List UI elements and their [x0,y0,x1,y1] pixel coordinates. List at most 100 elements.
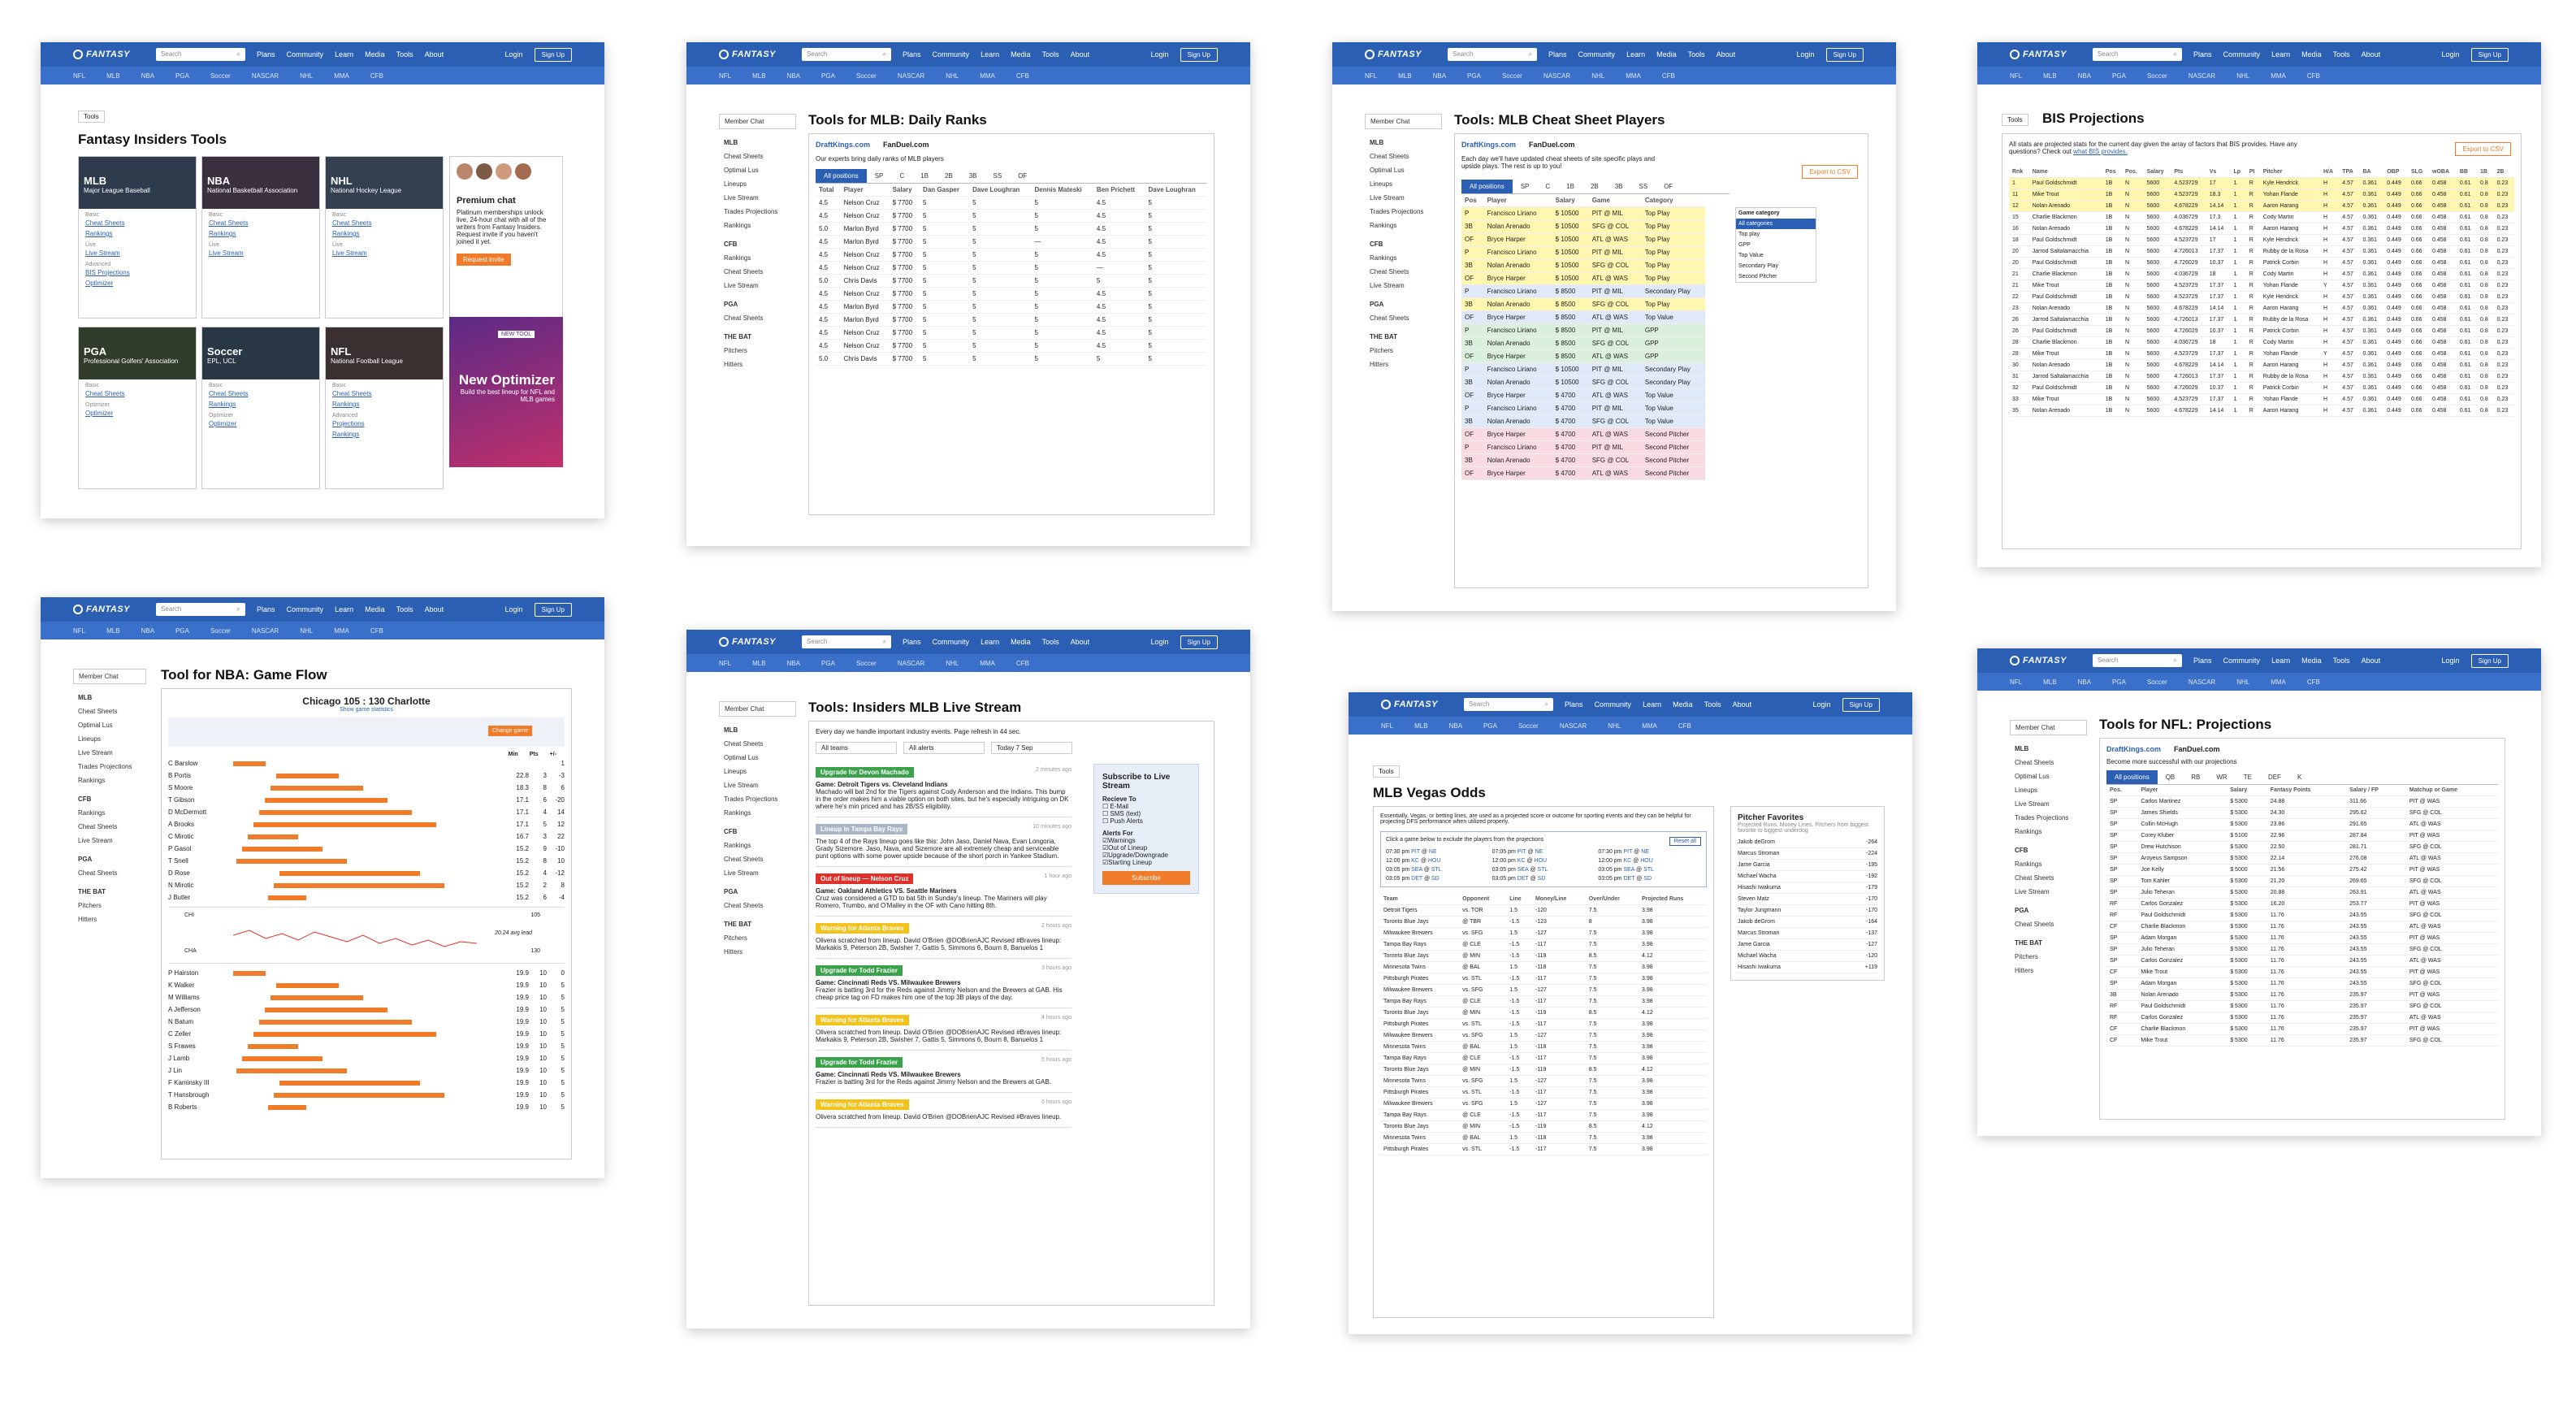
column-header[interactable]: Pos [2102,167,2123,178]
signup-button[interactable]: Sign Up [1825,47,1864,62]
logo[interactable]: FANTASY [73,50,130,59]
table-row[interactable]: SP Joe Kelly $ 5000 21.56 275.42 PIT @ WAS [2106,864,2498,876]
player-row[interactable]: C Zeller 19.9 10 5 [168,1028,565,1040]
table-row[interactable]: P Francisco Liriano $ 8500 PIT @ MIL Seconda… [1461,284,1705,298]
sidebar-item[interactable]: Cheat Sheets [1370,153,1409,160]
column-header[interactable]: Dan Gasper [920,184,970,197]
column-header[interactable]: Salary [2227,785,2267,796]
tab-sp[interactable]: SP [1520,183,1530,190]
table-row[interactable]: OF Bryce Harper $ 10500 ATL @ WAS Top Play [1461,271,1705,285]
tile-link[interactable]: Cheat Sheets [85,390,125,397]
table-row[interactable]: 15 Charlie Blackmon 1B N 5600 4.036729 17.3 1 R C… [2009,211,2514,223]
sidebar-item[interactable]: Hitters [2015,967,2034,974]
member-chat-button[interactable]: Member Chat [1365,114,1442,129]
show-stats-link[interactable]: Show game statistics [340,707,393,713]
nav-item-learn[interactable]: Learn [1643,700,1662,709]
favorite-row[interactable]: Jame Garcia -127 [1738,939,1877,951]
login-link[interactable]: Login [504,605,523,613]
tab-c[interactable]: C [1545,183,1551,190]
table-row[interactable]: 4.5 Nelson Cruz $ 7700 5 5 5 4.5 5 [816,339,1207,353]
player-row[interactable]: S Frawes 19.9 10 5 [168,1040,565,1052]
sidebar-item[interactable]: Lineups [724,768,747,775]
nav-item-tools[interactable]: Tools [1041,638,1059,646]
tab-ss[interactable]: SS [1639,183,1648,190]
column-header[interactable]: Salary [2143,167,2171,178]
sport-tab-nascar[interactable]: NASCAR [1543,72,1571,80]
sidebar-heading-bat[interactable]: THE BAT [78,888,106,895]
sport-tab-nba[interactable]: NBA [1448,722,1463,730]
nav-item-community[interactable]: Community [932,50,970,59]
column-header[interactable]: Total [816,184,841,197]
nav-item-plans[interactable]: Plans [2193,657,2212,665]
tab-qb[interactable]: QB [2165,774,2176,781]
nav-item-tools[interactable]: Tools [1704,700,1721,709]
nav-item-about[interactable]: About [424,605,444,613]
tab-2b[interactable]: 2B [1590,183,1599,190]
favorite-row[interactable]: Steven Matz -170 [1738,894,1877,905]
nav-item-about[interactable]: About [424,50,444,59]
sidebar-item[interactable]: Cheat Sheets [724,268,764,275]
nav-item-learn[interactable]: Learn [2271,657,2291,665]
sport-tab-soccer[interactable]: Soccer [210,72,231,80]
nav-item-community[interactable]: Community [2223,657,2261,665]
nav-item-learn[interactable]: Learn [981,638,1000,646]
sidebar-item[interactable]: Rankings [2015,828,2042,835]
column-header[interactable]: Line [1506,894,1532,905]
game-chip[interactable]: 03:05 pm SEA @ STL [1598,867,1654,873]
signup-button[interactable]: Sign Up [534,602,572,617]
sport-tab-nba[interactable]: NBA [141,72,155,80]
sport-tab-mlb[interactable]: MLB [106,626,120,635]
sidebar-item[interactable]: Rankings [78,809,106,817]
table-row[interactable]: Tampa Bay Rays @ CLE -1.5 -117 7.5 3.98 [1380,1109,1707,1121]
table-row[interactable]: RF Carlos Gonzalez $ 5300 16.20 253.77 PIT @ … [2106,898,2498,910]
nav-item-learn[interactable]: Learn [335,50,354,59]
table-row[interactable]: 3B Nolan Arenado $ 4700 SFG @ COL Second Pit… [1461,453,1705,467]
table-row[interactable]: 3B Nolan Arenado $ 4700 SFG @ COL Top Value [1461,414,1705,428]
tile-link[interactable]: Optimizer [85,280,114,287]
sidebar-heading-pga[interactable]: PGA [2015,907,2029,914]
tab-te[interactable]: TE [2243,774,2252,781]
sport-tab-soccer[interactable]: Soccer [1501,72,1522,80]
tile-link[interactable]: Optimizer [85,410,114,417]
sport-tab-cfb[interactable]: CFB [1015,659,1029,667]
signup-button[interactable]: Sign Up [534,47,572,62]
sport-tab-cfb[interactable]: CFB [2306,678,2320,686]
sidebar-heading-pga[interactable]: PGA [1370,301,1384,308]
sidebar-item[interactable]: Rankings [1370,222,1397,229]
tile-link[interactable]: Live Stream [332,249,367,257]
column-header[interactable]: Pitcher [2259,167,2320,178]
sport-tab-nfl[interactable]: NFL [2010,72,2023,80]
table-row[interactable]: 35 Nolan Arenado 1B N 5600 4.678229 14.14 1 R Aar… [2009,405,2514,417]
signup-button[interactable]: Sign Up [1842,697,1880,712]
category-option[interactable]: All categories [1736,219,1816,229]
export-csv-button[interactable]: Export to CSV [2455,142,2511,156]
table-row[interactable]: P Francisco Liriano $ 4700 PIT @ MIL Top Val… [1461,401,1705,415]
nav-item-about[interactable]: About [1070,638,1090,646]
nav-item-community[interactable]: Community [286,605,324,613]
sport-tab-nhl[interactable]: NHL [946,72,959,80]
sidebar-item[interactable]: Rankings [724,222,751,229]
table-row[interactable]: 30 Nolan Arenado 1B N 5600 4.678229 14.14 1 R Aar… [2009,359,2514,371]
sport-tab-mlb[interactable]: MLB [1414,722,1428,730]
sport-tab-nba[interactable]: NBA [786,72,801,80]
table-row[interactable]: 4.5 Nelson Cruz $ 7700 5 5 5 4.5 5 [816,326,1207,340]
game-chip[interactable]: 03:05 pm DET @ SD [1386,876,1440,882]
table-row[interactable]: SP Corey Kluber $ 5100 22.96 287.84 PIT @ WAS [2106,830,2498,842]
sport-tab-nfl[interactable]: NFL [73,626,86,635]
table-row[interactable]: 26 Paul Goldschmidt 1B N 5600 4.726029 10.37 1 R… [2009,325,2514,337]
player-row[interactable]: P Gasol 15.2 9 -10 [168,843,565,855]
table-row[interactable]: 3B Nolan Arenado $ 10500 SFG @ COL Top Play [1461,258,1705,272]
tab-of[interactable]: OF [1018,172,1028,180]
sport-tab-cfb[interactable]: CFB [2306,72,2320,80]
team-filter[interactable]: All teams [816,742,897,754]
sidebar-item[interactable]: Live Stream [78,837,113,844]
signup-button[interactable]: Sign Up [2470,47,2509,62]
sport-tab-pga[interactable]: PGA [1483,722,1497,730]
signup-button[interactable]: Sign Up [2470,653,2509,668]
column-header[interactable]: OBP [2383,167,2408,178]
sidebar-item[interactable]: Hitters [724,361,743,368]
column-header[interactable]: Fantasy Points [2266,785,2347,796]
game-chip[interactable]: 03:05 pm DET @ SD [1491,876,1546,882]
table-row[interactable]: 18 Paul Goldschmidt 1B N 5600 4.523729 17 1 R Kyl… [2009,234,2514,246]
column-header[interactable]: Player [2137,785,2227,796]
